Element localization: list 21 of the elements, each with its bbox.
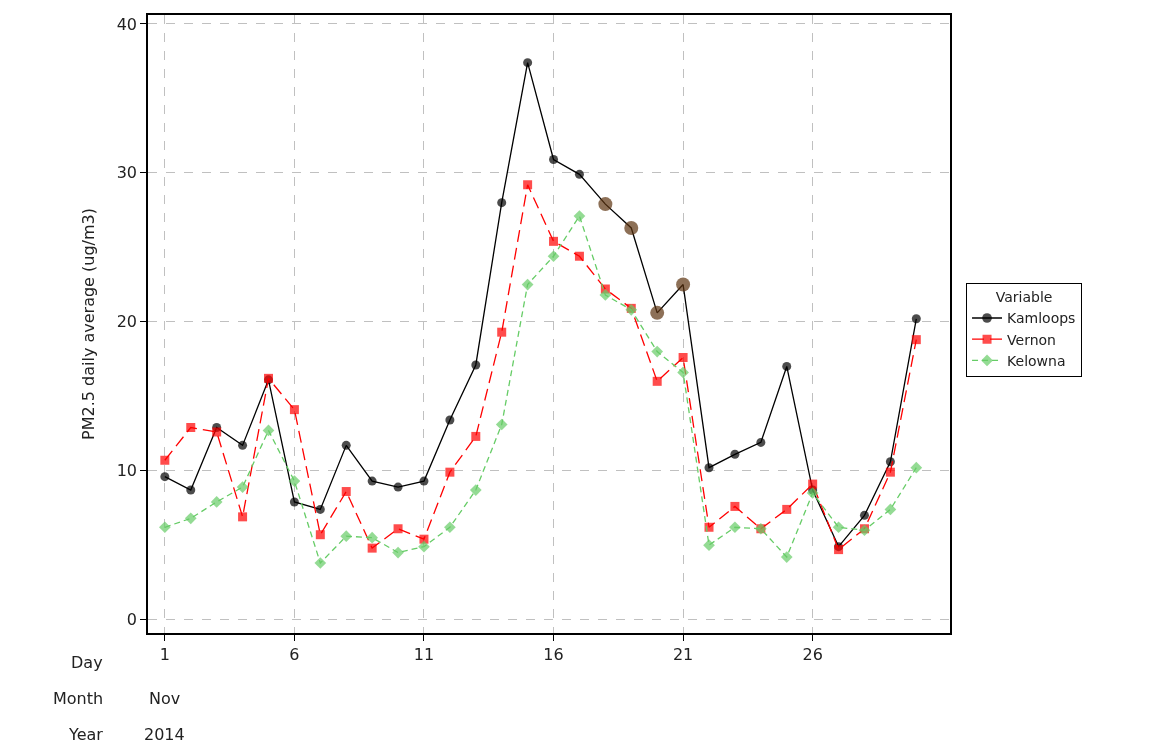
legend-label: Kelowna: [1007, 352, 1066, 369]
x-tick-label: 16: [543, 644, 564, 664]
x-tick-label: 6: [289, 644, 300, 664]
text: Year: [68, 725, 104, 744]
legend-label: Kamloops: [1007, 310, 1076, 327]
y-tick-label: 20: [116, 312, 138, 332]
legend-label: Vernon: [1007, 331, 1056, 348]
y-tick-label: 0: [126, 610, 138, 630]
x-tick-label: 26: [802, 644, 823, 664]
y-tick-label: 10: [116, 461, 138, 481]
text: Nov: [149, 689, 181, 708]
text: Month: [53, 689, 104, 708]
y-tick-label: 40: [116, 14, 138, 34]
text: 2014: [144, 725, 185, 744]
y-axis-title: PM2.5 daily average (ug/m3): [79, 208, 99, 440]
legend-title: Variable: [995, 289, 1053, 306]
x-tick-label: 11: [413, 644, 435, 664]
x-tick-label: 1: [159, 644, 170, 664]
x-tick-label: 21: [672, 644, 694, 664]
x-axis-title: Day: [71, 653, 103, 672]
y-tick-label: 30: [116, 163, 138, 183]
